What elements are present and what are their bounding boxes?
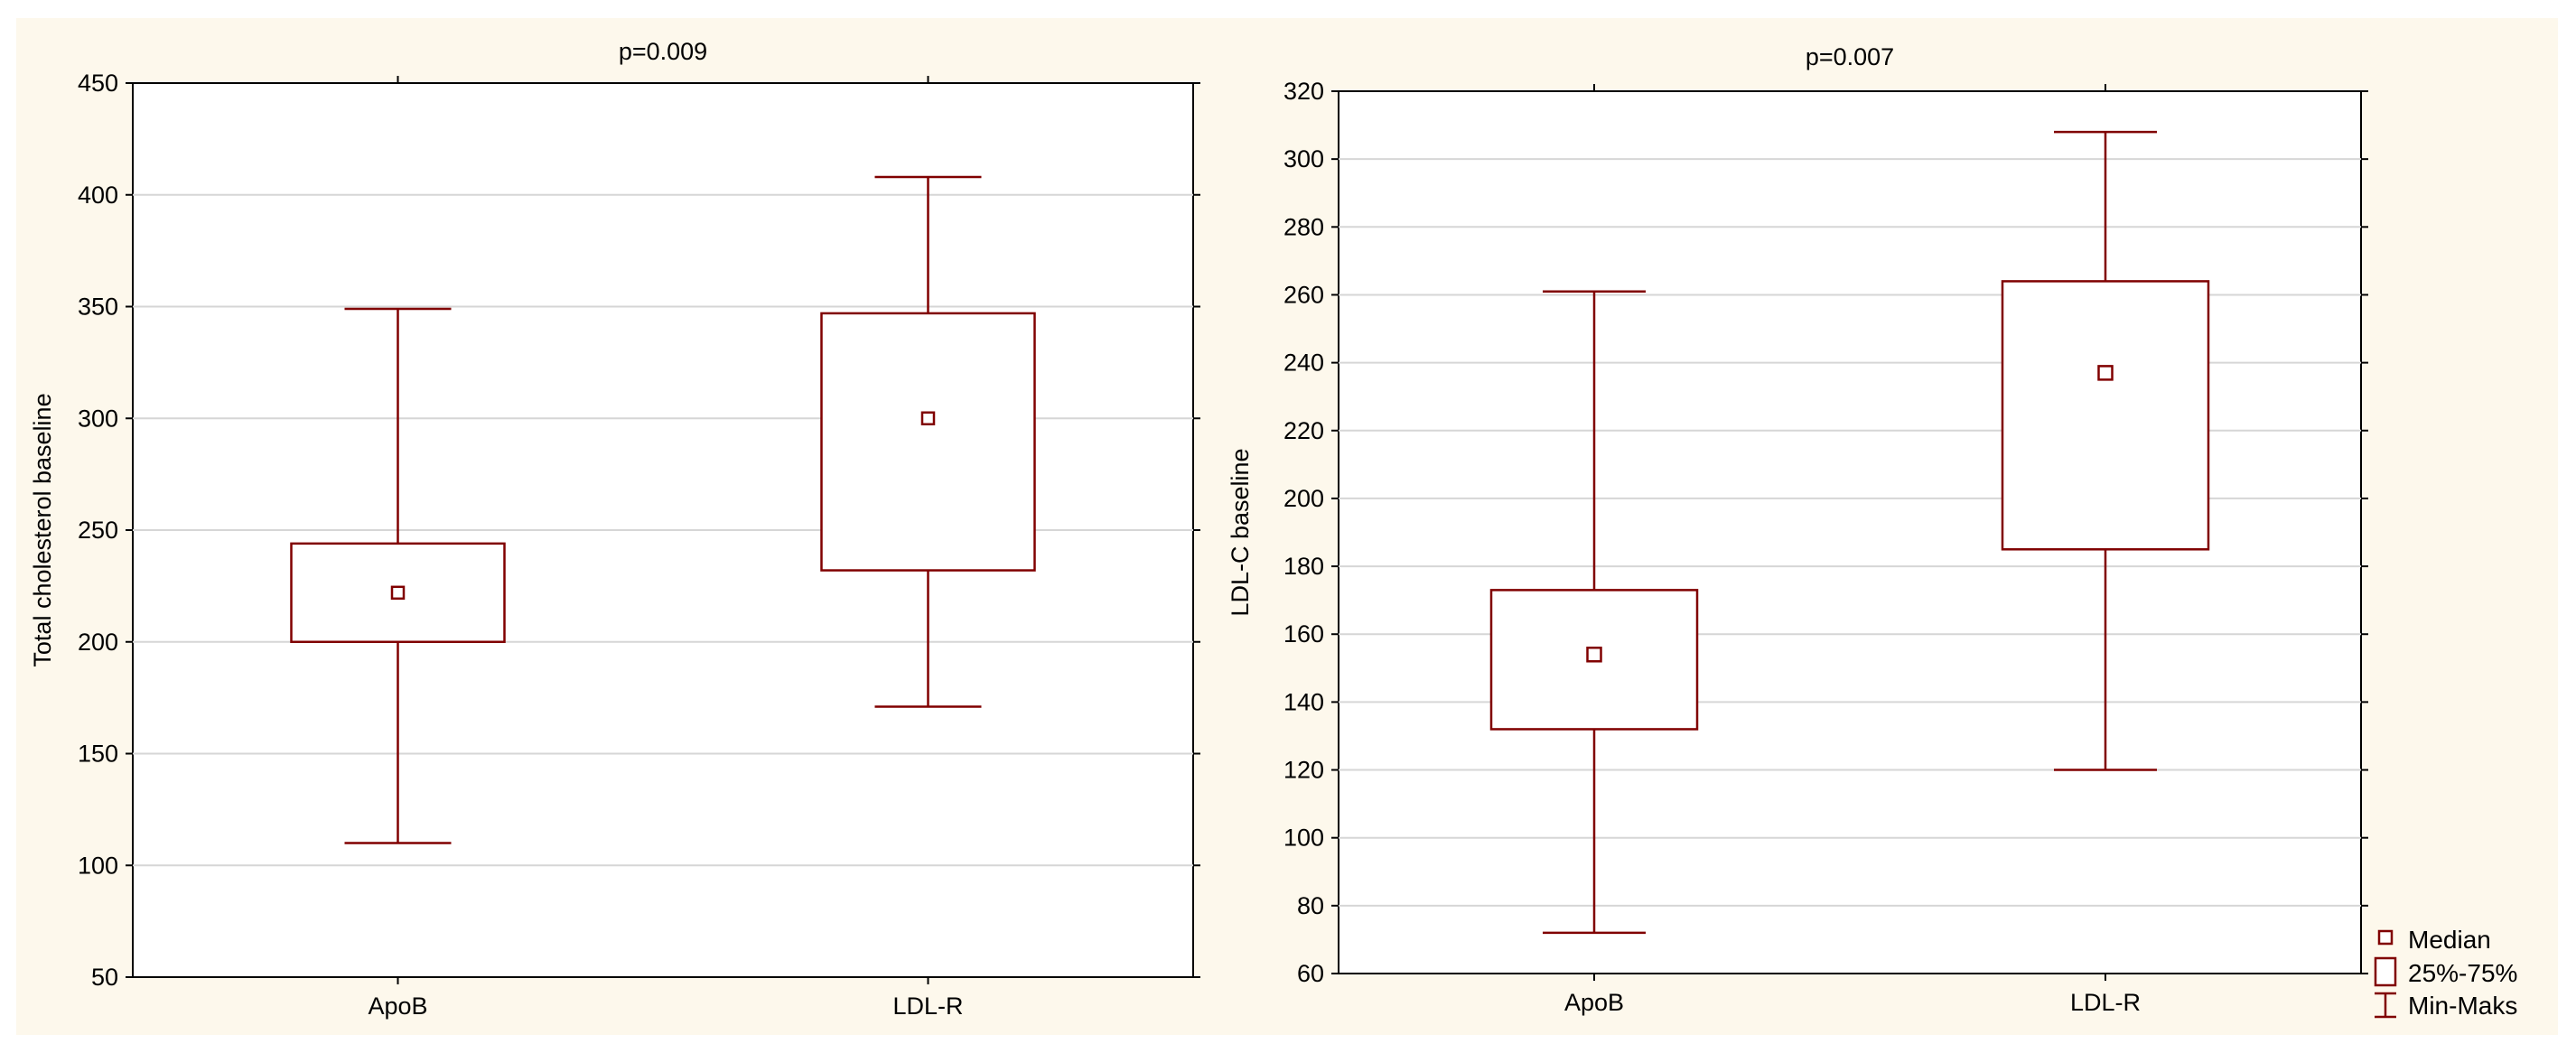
y-tick-label: 450 [78,70,118,97]
y-tick-label: 200 [78,629,118,656]
chart-total-cholesterol: 50 100 150 200 250 300 350 400 450 ApoB LDL-R p=0.0… [29,38,1200,1020]
y-tick-label: 250 [78,517,118,544]
x-tick-label-apob: ApoB [1564,989,1624,1016]
legend-label-median: Median [2408,926,2491,954]
y-tick-label: 100 [78,852,118,879]
y-tick-label: 220 [1283,417,1324,444]
median-marker-ldl-r [920,411,936,425]
iqr-box-ldl-r [2001,280,2210,551]
x-tick-label-apob: ApoB [368,992,427,1020]
y-tick-label: 60 [1297,960,1324,987]
legend-label-range: Min-Maks [2408,992,2517,1020]
y-tick-label: 240 [1283,349,1324,377]
y-tick-label: 160 [1283,620,1324,648]
y-tick-label: 280 [1283,213,1324,240]
y-tick-label: 50 [91,964,118,991]
y-tick-label: 300 [1283,145,1324,172]
y-tick-label: 300 [78,405,118,432]
median-marker-apob [1586,647,1602,663]
y-axis-title-total-cholesterol: Total cholesterol baseline [29,393,56,666]
median-marker-apob [390,585,406,601]
plot-title-ldl-c: p=0.007 [1806,43,1894,70]
legend-label-quartiles: 25%-75% [2408,959,2517,987]
iqr-box-ldl-r [820,312,1036,572]
y-axis-title-ldl-c: LDL-C baseline [1227,448,1254,616]
legend: Median 25%-75% Min-Maks [2374,926,2517,1020]
x-tick-label-ldl-r: LDL-R [2070,989,2141,1016]
median-marker-ldl-r [2097,365,2114,381]
x-tick-label-ldl-r: LDL-R [892,992,963,1020]
y-tick-label: 180 [1283,553,1324,580]
y-tick-label: 150 [78,741,118,768]
legend-median-icon [2377,929,2394,946]
y-tick-label: 400 [78,182,118,209]
legend-box-icon [2374,956,2397,987]
y-tick-label: 120 [1283,757,1324,784]
y-tick-label: 140 [1283,688,1324,715]
y-tick-label: 320 [1283,78,1324,105]
y-tick-label: 80 [1297,892,1324,919]
y-tick-label: 350 [78,294,118,321]
chart-ldl-c: 60 80 100 120 140 160 180 200 220 240 260 280 300 320… [1227,43,2368,1016]
legend-whisker-icon [2375,992,2396,1019]
plot-title-total-cholesterol: p=0.009 [619,38,707,65]
y-tick-label: 200 [1283,485,1324,512]
y-tick-label: 100 [1283,825,1324,852]
y-tick-label: 260 [1283,281,1324,308]
